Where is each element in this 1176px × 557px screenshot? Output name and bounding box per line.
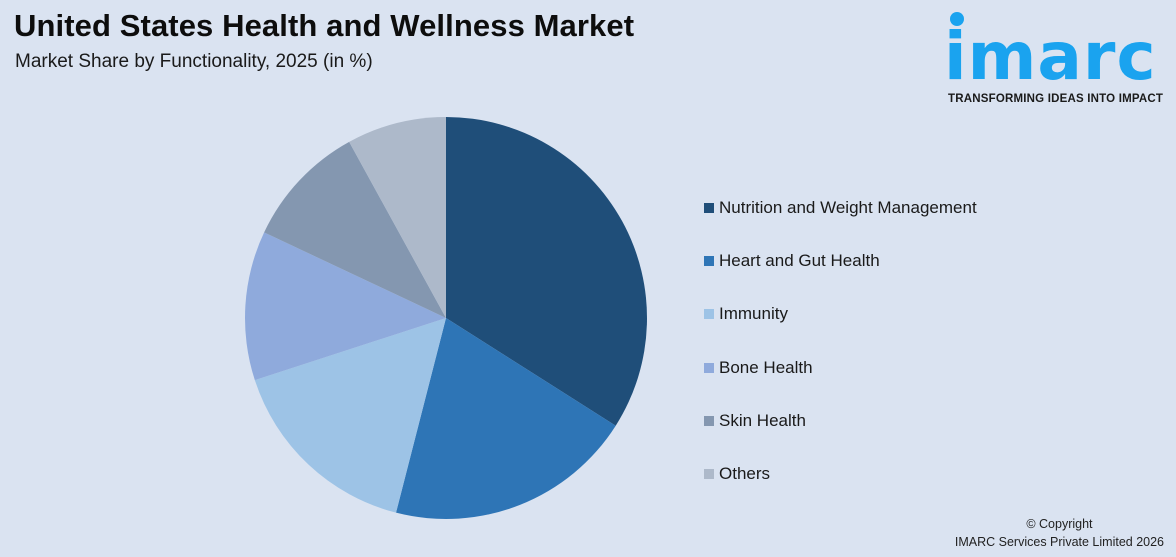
legend-swatch-icon xyxy=(704,255,714,266)
pie-slice-skin-health xyxy=(264,141,446,318)
legend-item: Others xyxy=(704,447,977,500)
copyright: © Copyright IMARC Services Private Limit… xyxy=(955,515,1164,551)
legend-label: Others xyxy=(719,464,771,484)
pie-slice-nutrition-and-weight-management xyxy=(446,117,647,426)
legend-label: Heart and Gut Health xyxy=(719,250,880,270)
copyright-line: © Copyright xyxy=(1026,517,1093,531)
legend-swatch-icon xyxy=(704,415,714,426)
legend-item: Immunity xyxy=(704,288,977,341)
pie-slice-bone-health xyxy=(244,232,446,381)
pie-slice-others xyxy=(349,117,446,318)
legend-swatch-icon xyxy=(704,362,714,373)
pie-chart xyxy=(244,117,647,519)
legend-swatch-icon xyxy=(704,202,714,213)
legend-item: Nutrition and Weight Management xyxy=(704,181,977,234)
legend-label: Immunity xyxy=(719,304,788,324)
pie-slice-heart-and-gut-health xyxy=(396,318,616,519)
logo-wordmark: imarc xyxy=(944,18,1157,95)
legend-swatch-icon xyxy=(704,469,714,480)
legend-item: Heart and Gut Health xyxy=(704,234,977,287)
logo-dot-icon xyxy=(950,12,964,26)
legend-item: Skin Health xyxy=(704,394,977,447)
pie-slice-immunity xyxy=(254,318,446,513)
legend-item: Bone Health xyxy=(704,341,977,394)
chart-title: United States Health and Wellness Market xyxy=(14,8,635,43)
legend-label: Bone Health xyxy=(719,357,813,377)
legend-swatch-icon xyxy=(704,309,714,320)
chart-subtitle: Market Share by Functionality, 2025 (in … xyxy=(15,51,373,72)
copyright-company: IMARC Services Private Limited 2026 xyxy=(954,535,1164,549)
imarc-logo: imarc TRANSFORMING IDEAS INTO IMPACT xyxy=(944,10,1170,110)
legend-label: Skin Health xyxy=(719,410,806,430)
chart-legend: Nutrition and Weight Management Heart and… xyxy=(704,181,977,501)
logo-tagline: TRANSFORMING IDEAS INTO IMPACT xyxy=(948,93,1164,105)
legend-label: Nutrition and Weight Management xyxy=(719,197,977,217)
